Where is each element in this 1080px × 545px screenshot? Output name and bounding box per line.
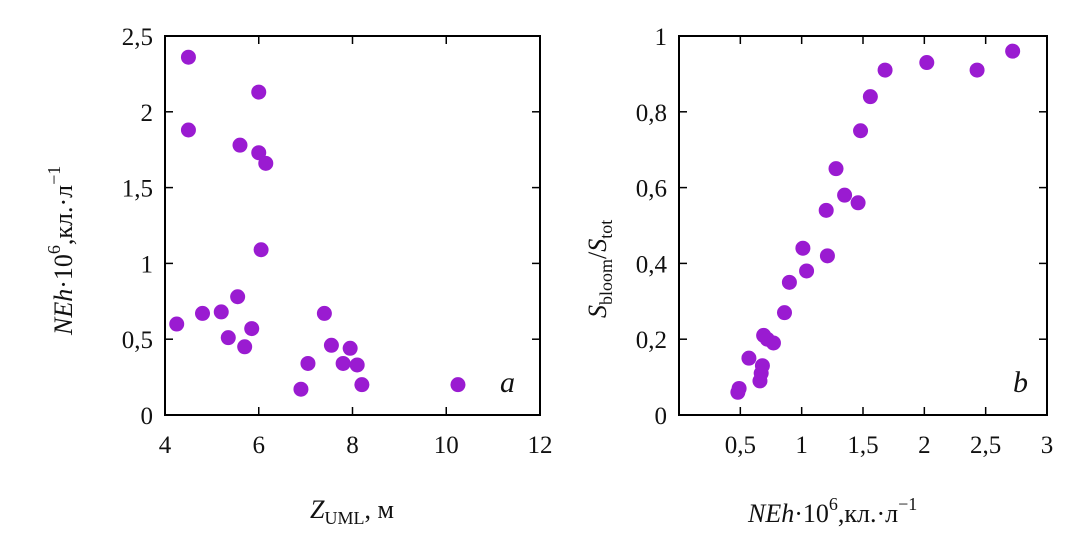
panel-a-data-point [213, 304, 229, 320]
panel-a-data-point [251, 145, 267, 161]
panel-b-data-point [819, 248, 835, 264]
panel-a-data-point [237, 339, 253, 355]
panel-a-y-tick-label: 0 [141, 403, 154, 430]
panel-a-data-point [450, 377, 466, 393]
panel-a-ticks: 4 6 8 10 12 0 0,5 1 1,5 2 2,5 [122, 24, 553, 459]
panel-b-x-tick-label: 3 [1041, 432, 1054, 459]
panel-b: 0,5 1 1,5 2 2,5 3 0 0,2 0,4 0,6 0,8 1 b NEh·106,кл.… [583, 24, 1053, 528]
panel-a-letter: a [500, 366, 515, 399]
panel-b-points [730, 43, 1021, 400]
panel-a-data-point [244, 321, 260, 337]
panel-b-data-point [919, 55, 935, 71]
panel-a-x-tick-label: 6 [253, 432, 266, 459]
panel-b-data-point [799, 263, 815, 279]
panel-b-x-tick-label: 0,5 [725, 432, 756, 459]
panel-b-data-point [754, 358, 770, 374]
panel-a-data-point [354, 377, 370, 393]
panel-b-x-tick-label: 1,5 [847, 432, 878, 459]
panel-b-data-point [837, 187, 853, 203]
panel-a-x-tick-label: 10 [434, 432, 459, 459]
panel-b-x-tick-label: 2 [918, 432, 931, 459]
panel-a-data-point [251, 84, 267, 100]
panel-b-data-point [853, 123, 869, 139]
panel-b-y-tick-label: 1 [655, 24, 668, 51]
panel-b-data-point [862, 89, 878, 105]
panel-a-data-point [293, 381, 309, 397]
panel-b-y-axis-label: Sbloom/Stot [583, 220, 616, 318]
panel-b-data-point [781, 274, 797, 290]
panel-b-data-point [765, 335, 781, 351]
panel-a-data-point [169, 316, 185, 332]
panel-a-data-point [220, 330, 236, 346]
panel-a-y-axis-label: NEh·106,кл.·л−1 [44, 166, 78, 336]
panel-a-x-axis-label: ZUML, м [310, 495, 394, 528]
panel-a-y-tick-label: 0,5 [122, 327, 153, 354]
panel-b-x-tick-label: 1 [795, 432, 808, 459]
panel-a-data-point [253, 242, 269, 258]
panel-a-data-point [230, 289, 246, 305]
panel-a-x-tick-label: 8 [346, 432, 359, 459]
panel-b-x-axis-label: NEh·106,кл.·л−1 [747, 494, 917, 528]
panel-b-data-point [1005, 43, 1021, 59]
panel-b-y-tick-label: 0,4 [636, 251, 668, 278]
panel-b-x-tick-label: 2,5 [970, 432, 1001, 459]
panel-a-y-tick-label: 2 [141, 100, 154, 127]
panel-b-y-tick-label: 0,8 [636, 100, 667, 127]
panel-a-data-point [195, 305, 210, 321]
panel-b-frame [678, 35, 1048, 416]
panel-a-x-tick-label: 4 [159, 432, 172, 459]
panel-a-data-point [232, 137, 248, 153]
panel-a-data-point [258, 155, 274, 171]
panel-a-frame [164, 35, 541, 416]
panel-a-y-tick-label: 1 [141, 251, 154, 278]
panel-a-y-tick-label: 1,5 [122, 176, 153, 203]
panel-b-data-point [818, 202, 834, 218]
panel-b-y-tick-label: 0,6 [636, 176, 667, 203]
panel-b-data-point [828, 161, 844, 177]
panel-b-data-point [741, 350, 757, 366]
panel-b-data-point [969, 62, 985, 78]
panel-a-data-point [349, 357, 365, 373]
panel-a-points [169, 49, 466, 397]
panel-b-ticks: 0,5 1 1,5 2 2,5 3 0 0,2 0,4 0,6 0,8 1 [636, 24, 1054, 459]
panel-a-data-point [316, 305, 332, 321]
panel-a-y-tick-label: 2,5 [122, 24, 153, 51]
panel-a: 4 6 8 10 12 0 0,5 1 1,5 2 2,5 a ZUML, м NEh·106,кл… [44, 24, 553, 528]
panel-b-data-point [850, 195, 866, 211]
panel-b-data-point [776, 305, 792, 321]
panel-a-data-point [335, 355, 351, 371]
panel-a-data-point [180, 49, 196, 65]
panel-a-x-tick-label: 12 [528, 432, 553, 459]
panel-b-y-tick-label: 0 [655, 403, 668, 430]
panel-b-data-point [731, 380, 747, 396]
panel-a-data-point [342, 340, 358, 356]
panel-a-data-point [180, 122, 196, 138]
panel-a-data-point [323, 337, 339, 353]
panel-b-data-point [877, 62, 893, 78]
panel-b-y-tick-label: 0,2 [636, 327, 667, 354]
panel-b-data-point [795, 240, 811, 256]
panel-b-letter: b [1013, 366, 1028, 399]
panel-a-data-point [300, 355, 316, 371]
